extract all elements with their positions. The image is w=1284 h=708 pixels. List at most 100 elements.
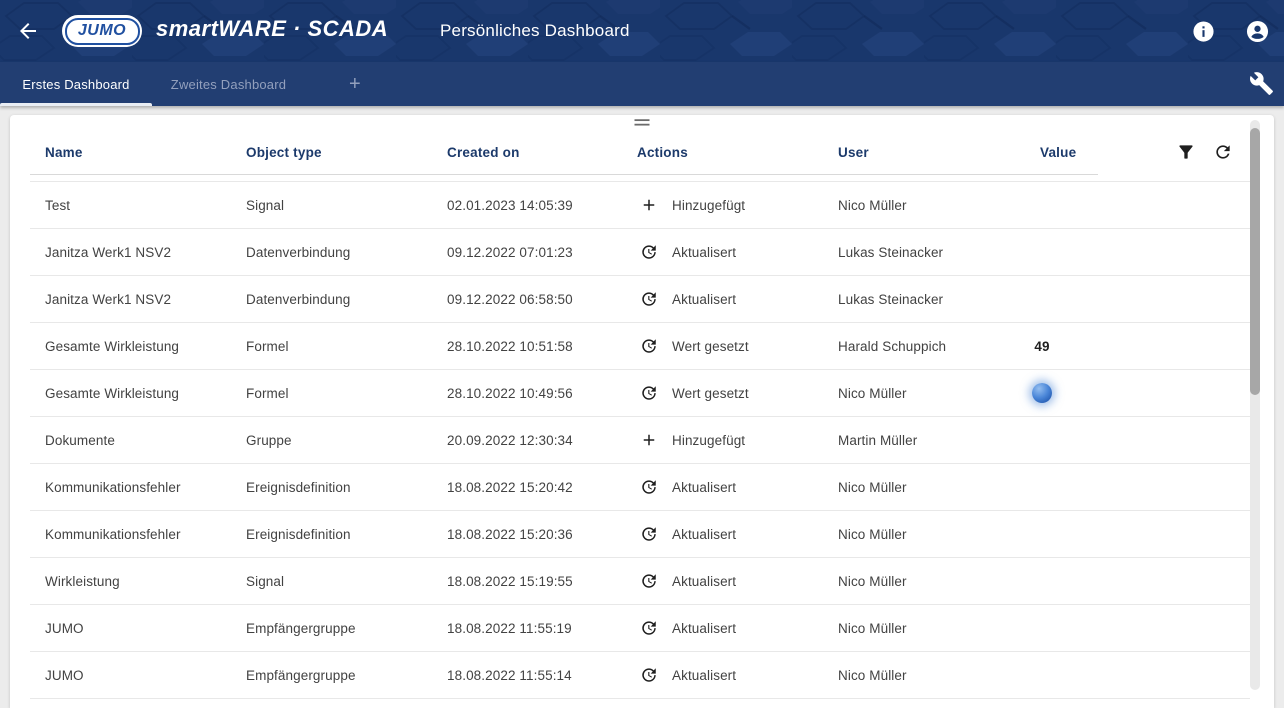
update-icon [640, 337, 658, 355]
cell-value [1010, 276, 1074, 322]
action-label: Wert gesetzt [672, 338, 749, 354]
add-icon [640, 431, 658, 449]
info-icon[interactable] [1192, 20, 1215, 43]
cell-user: Lukas Steinacker [838, 291, 944, 307]
cell-name: Janitza Werk1 NSV2 [45, 291, 172, 307]
cell-value [1010, 511, 1074, 557]
cell-name: JUMO [45, 620, 84, 636]
cell-name: Kommunikationsfehler [45, 479, 181, 495]
cell-value [1010, 417, 1074, 463]
table-row: Janitza Werk1 NSV2 Datenverbindung 09.12… [30, 229, 1250, 276]
add-icon [640, 196, 658, 214]
cell-name: Test [45, 197, 71, 213]
cell-created-on: 09.12.2022 07:01:23 [447, 244, 573, 260]
cell-actions: Hinzugefügt [640, 417, 745, 463]
cell-user: Harald Schuppich [838, 338, 947, 354]
update-icon [640, 666, 658, 684]
cell-created-on: 02.01.2023 14:05:39 [447, 197, 573, 213]
column-header-created-on[interactable]: Created on [447, 144, 520, 160]
update-icon [640, 290, 658, 308]
value-indicator-ball [1032, 383, 1052, 403]
cell-object-type: Formel [246, 385, 289, 401]
cell-actions: Aktualisert [640, 652, 736, 698]
action-label: Hinzugefügt [672, 432, 746, 448]
tab-label: Erstes Dashboard [22, 76, 130, 92]
cell-name: Kommunikationsfehler [45, 526, 181, 542]
table-row: Wirkleistung Signal 18.08.2022 15:19:55 … [30, 558, 1250, 605]
app-bar: JUMO smartWARE · SCADA Persönliches Dash… [0, 0, 1284, 62]
cell-user: Lukas Steinacker [838, 244, 944, 260]
filter-icon[interactable] [1176, 142, 1196, 162]
action-label: Aktualisert [672, 291, 737, 307]
column-header-object-type[interactable]: Object type [246, 144, 322, 160]
cell-created-on: 18.08.2022 15:20:36 [447, 526, 573, 542]
table-row: Dokumente Gruppe 20.09.2022 12:30:34 Hin… [30, 417, 1250, 464]
cell-actions: Aktualisert [640, 464, 736, 510]
jumo-logo-text: JUMO [77, 22, 127, 39]
action-label: Aktualisert [672, 620, 737, 636]
cell-actions: Wert gesetzt [640, 323, 749, 369]
refresh-icon[interactable] [1213, 142, 1233, 162]
account-icon[interactable] [1246, 20, 1269, 43]
update-icon [640, 478, 658, 496]
back-arrow-icon[interactable] [16, 19, 40, 43]
action-label: Aktualisert [672, 667, 737, 683]
table-row: Gesamte Wirkleistung Formel 28.10.2022 1… [30, 323, 1250, 370]
plus-icon: + [349, 72, 361, 95]
cell-user: Nico Müller [838, 573, 907, 589]
action-label: Aktualisert [672, 244, 737, 260]
cell-value [1010, 182, 1074, 228]
action-label: Aktualisert [672, 479, 737, 495]
update-icon [640, 243, 658, 261]
settings-wrench-icon[interactable] [1249, 71, 1274, 96]
update-icon [640, 572, 658, 590]
cell-name: Dokumente [45, 432, 115, 448]
cell-created-on: 09.12.2022 06:58:50 [447, 291, 573, 307]
update-icon [640, 525, 658, 543]
widget-drag-handle-icon[interactable] [633, 117, 651, 129]
cell-actions: Aktualisert [640, 229, 736, 275]
scrollbar-thumb[interactable] [1250, 128, 1260, 395]
cell-created-on: 18.08.2022 15:20:42 [447, 479, 573, 495]
scrollbar-track[interactable] [1250, 120, 1260, 690]
cell-actions: Hinzugefügt [640, 182, 745, 228]
cell-actions: Aktualisert [640, 605, 736, 651]
tab-bar: Erstes Dashboard Zweites Dashboard + [0, 62, 1284, 106]
table-row: JUMO Empfängergruppe 18.08.2022 11:55:14… [30, 652, 1250, 699]
action-label: Aktualisert [672, 526, 737, 542]
cell-value: 49 [1034, 338, 1050, 354]
table-body: Test Signal 02.01.2023 14:05:39 Hinzugef… [30, 181, 1250, 699]
cell-created-on: 28.10.2022 10:51:58 [447, 338, 573, 354]
cell-name: Gesamte Wirkleistung [45, 385, 180, 401]
jumo-logo: JUMO [62, 15, 142, 47]
update-icon [640, 384, 658, 402]
column-header-actions[interactable]: Actions [637, 144, 688, 160]
table-row: Kommunikationsfehler Ereignisdefinition … [30, 511, 1250, 558]
cell-user: Nico Müller [838, 197, 907, 213]
content-card: Name Object type Created on Actions User… [10, 115, 1274, 708]
add-dashboard-button[interactable]: + [305, 62, 405, 106]
tab-zweites-dashboard[interactable]: Zweites Dashboard [152, 62, 305, 106]
column-header-name[interactable]: Name [45, 144, 83, 160]
cell-name: Janitza Werk1 NSV2 [45, 244, 172, 260]
cell-object-type: Signal [246, 573, 285, 589]
cell-name: JUMO [45, 667, 84, 683]
column-header-value[interactable]: Value [1040, 144, 1077, 160]
cell-created-on: 18.08.2022 15:19:55 [447, 573, 573, 589]
column-header-user[interactable]: User [838, 144, 869, 160]
cell-name: Wirkleistung [45, 573, 120, 589]
cell-created-on: 18.08.2022 11:55:14 [447, 667, 572, 683]
cell-value [1010, 558, 1074, 604]
action-label: Wert gesetzt [672, 385, 749, 401]
active-tab-underline [0, 103, 152, 106]
cell-object-type: Ereignisdefinition [246, 479, 351, 495]
tab-label: Zweites Dashboard [170, 76, 287, 92]
cell-actions: Aktualisert [640, 558, 736, 604]
cell-object-type: Empfängergruppe [246, 667, 356, 683]
tab-erstes-dashboard[interactable]: Erstes Dashboard [0, 62, 152, 106]
cell-user: Martin Müller [838, 432, 918, 448]
cell-user: Nico Müller [838, 526, 907, 542]
cell-object-type: Gruppe [246, 432, 292, 448]
cell-actions: Aktualisert [640, 276, 736, 322]
cell-name: Gesamte Wirkleistung [45, 338, 180, 354]
